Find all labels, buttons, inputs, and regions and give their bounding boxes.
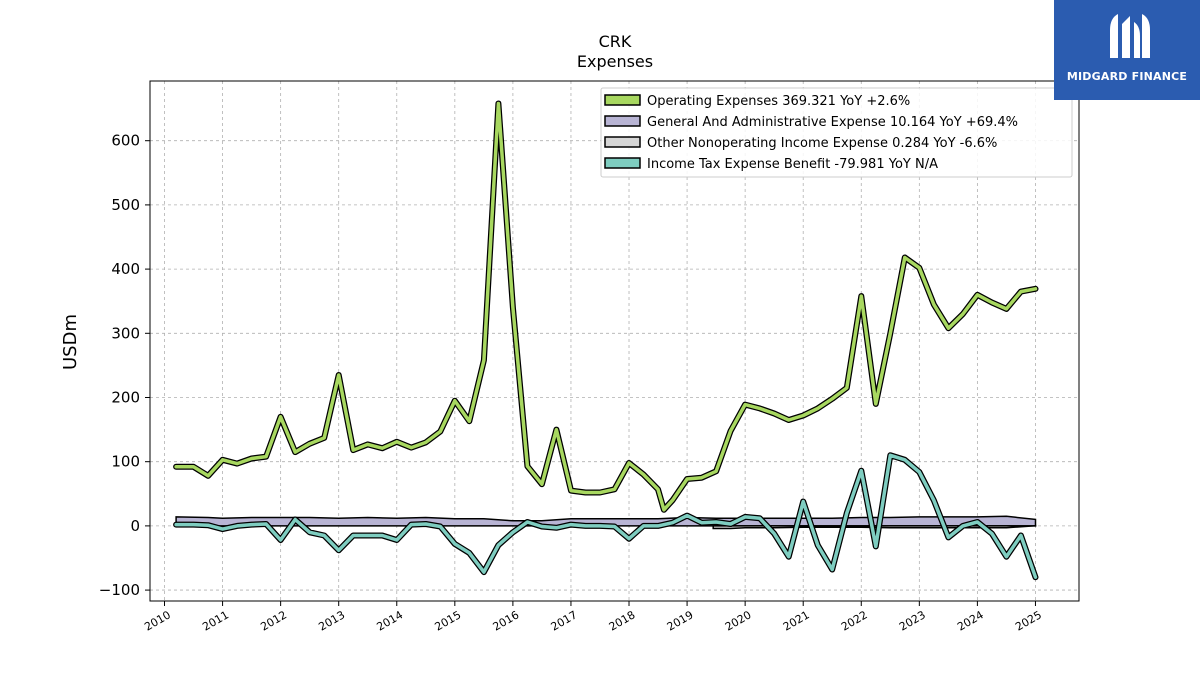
legend-swatch — [604, 136, 641, 148]
legend-swatch — [604, 157, 641, 169]
legend-label: Operating Expenses 369.321 YoY +2.6% — [647, 94, 910, 109]
series-line-0 — [174, 101, 1038, 512]
legend-label: Other Nonoperating Income Expense 0.284 … — [647, 136, 997, 151]
y-tick-label: 100 — [111, 453, 140, 471]
x-tick-label: 2023 — [897, 608, 928, 633]
x-tick-label: 2022 — [839, 608, 870, 633]
y-tick-label: −100 — [99, 581, 140, 599]
legend-swatch — [604, 115, 641, 127]
y-tick-label: 400 — [111, 260, 140, 278]
y-tick-label: 300 — [111, 324, 140, 342]
midgard-logo-icon — [1110, 14, 1150, 58]
x-tick-label: 2015 — [433, 608, 464, 633]
x-tick-label: 2019 — [665, 608, 696, 633]
x-tick-label: 2016 — [491, 608, 522, 633]
x-axis-ticks: 2010 2011 2012 2013 2014 2015 2016 2017 2018 2019… — [142, 601, 1044, 634]
x-tick-label: 2013 — [316, 608, 347, 633]
y-axis-ticks: −100 0 100 200 300 400 500 600 — [99, 132, 150, 599]
y-tick-label: 0 — [130, 517, 140, 535]
y-tick-label: 600 — [111, 132, 140, 150]
midgard-finance-logo: MIDGARD FINANCE — [1054, 0, 1200, 100]
x-tick-label: 2017 — [549, 608, 580, 633]
legend-label: General And Administrative Expense 10.16… — [647, 115, 1018, 130]
series-area-1 — [175, 515, 1037, 527]
logo-text: MIDGARD FINANCE — [1066, 70, 1188, 83]
series-outline-3 — [173, 452, 1039, 581]
x-tick-label: 2010 — [142, 608, 173, 633]
legend: Operating Expenses 369.321 YoY +2.6% Gene… — [600, 87, 1073, 178]
series-lines — [173, 100, 1039, 581]
legend-box — [600, 87, 1073, 178]
x-tick-label: 2024 — [955, 608, 986, 633]
series-line-3 — [174, 453, 1038, 579]
x-tick-label: 2025 — [1013, 608, 1044, 633]
y-tick-label: 500 — [111, 196, 140, 214]
x-tick-label: 2014 — [374, 608, 405, 633]
legend-label: Income Tax Expense Benefit -79.981 YoY N… — [647, 157, 938, 172]
plot-frame — [149, 80, 1080, 602]
y-tick-label: 200 — [111, 388, 140, 406]
x-tick-label: 2018 — [607, 608, 638, 633]
y-axis-label: USDm — [60, 314, 81, 370]
x-tick-label: 2020 — [723, 608, 754, 633]
x-tick-label: 2012 — [258, 608, 289, 633]
legend-swatch — [604, 94, 641, 106]
chart-title: CRK — [599, 32, 632, 51]
chart-subtitle: Expenses — [577, 52, 653, 71]
x-tick-label: 2011 — [200, 608, 231, 633]
x-tick-label: 2021 — [781, 608, 812, 633]
